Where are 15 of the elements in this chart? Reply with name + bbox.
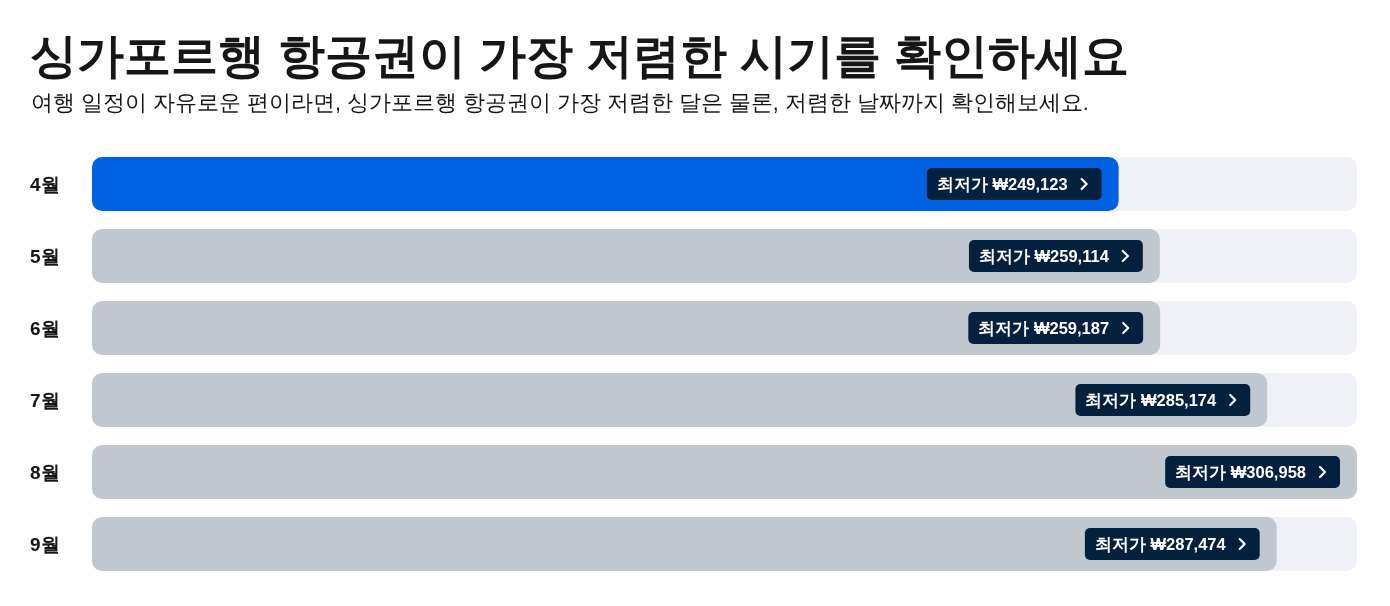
data-label: 최저가 ₩285,174: [1085, 391, 1218, 409]
y-tick-label: 8월: [30, 462, 60, 483]
y-tick-label: 4월: [30, 174, 60, 195]
data-label: 최저가 ₩287,474: [1094, 535, 1227, 553]
y-tick-label: 7월: [30, 390, 60, 411]
bar: [92, 445, 1357, 499]
data-label: 최저가 ₩259,187: [978, 319, 1110, 337]
data-label: 최저가 ₩306,958: [1175, 463, 1306, 481]
y-tick-label: 9월: [30, 534, 60, 555]
data-label: 최저가 ₩259,114: [978, 247, 1110, 265]
y-tick-label: 6월: [30, 318, 60, 339]
chart-subtitle: 여행 일정이 자유로운 편이라면, 싱가포르행 항공권이 가장 저렴한 달은 물론, 저렴한 날짜까지 확인해보세요.: [31, 91, 1089, 115]
data-label: 최저가 ₩249,123: [936, 175, 1068, 193]
y-tick-label: 5월: [30, 246, 60, 267]
chart-title: 싱가포르행 항공권이 가장 저렴한 시기를 확인하세요: [30, 29, 1130, 82]
